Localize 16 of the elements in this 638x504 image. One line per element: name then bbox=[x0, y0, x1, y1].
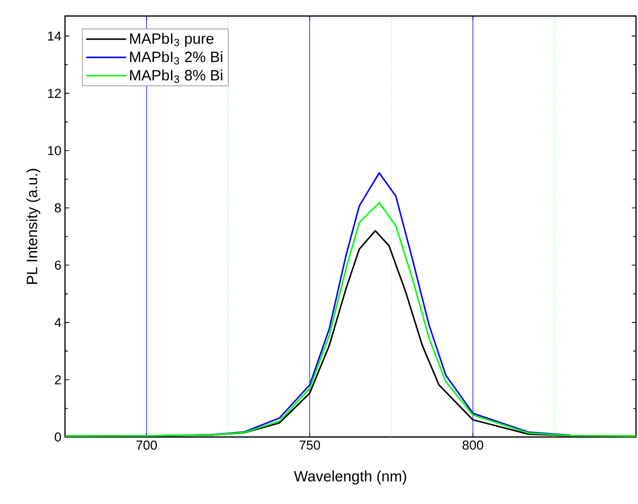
y-tick-label: 0 bbox=[54, 432, 61, 442]
legend-label: MAPbI$_{3}$ 2% Bi bbox=[130, 51, 222, 65]
y-tick-label: 10 bbox=[48, 146, 61, 156]
x-tick-label: 750 bbox=[300, 440, 320, 450]
legend-label: MAPbI$_{3}$ 8% Bi bbox=[130, 70, 222, 83]
x-axis-title: Wavelength (nm) bbox=[294, 470, 406, 484]
y-tick-label: 2 bbox=[54, 375, 61, 384]
y-axis-title: PL Intensity (a.u.) bbox=[26, 168, 40, 284]
y-tick-label: 14 bbox=[48, 32, 62, 40]
y-tick-label: 6 bbox=[54, 260, 61, 270]
x-tick-label: 800 bbox=[462, 440, 484, 450]
x-tick-label: 700 bbox=[136, 440, 157, 450]
y-tick-label: 12 bbox=[48, 88, 61, 98]
legend-label: MAPbI$_{3}$ pure bbox=[130, 32, 214, 47]
y-tick-label: 4 bbox=[54, 318, 62, 327]
y-tick-label: 8 bbox=[54, 203, 61, 212]
